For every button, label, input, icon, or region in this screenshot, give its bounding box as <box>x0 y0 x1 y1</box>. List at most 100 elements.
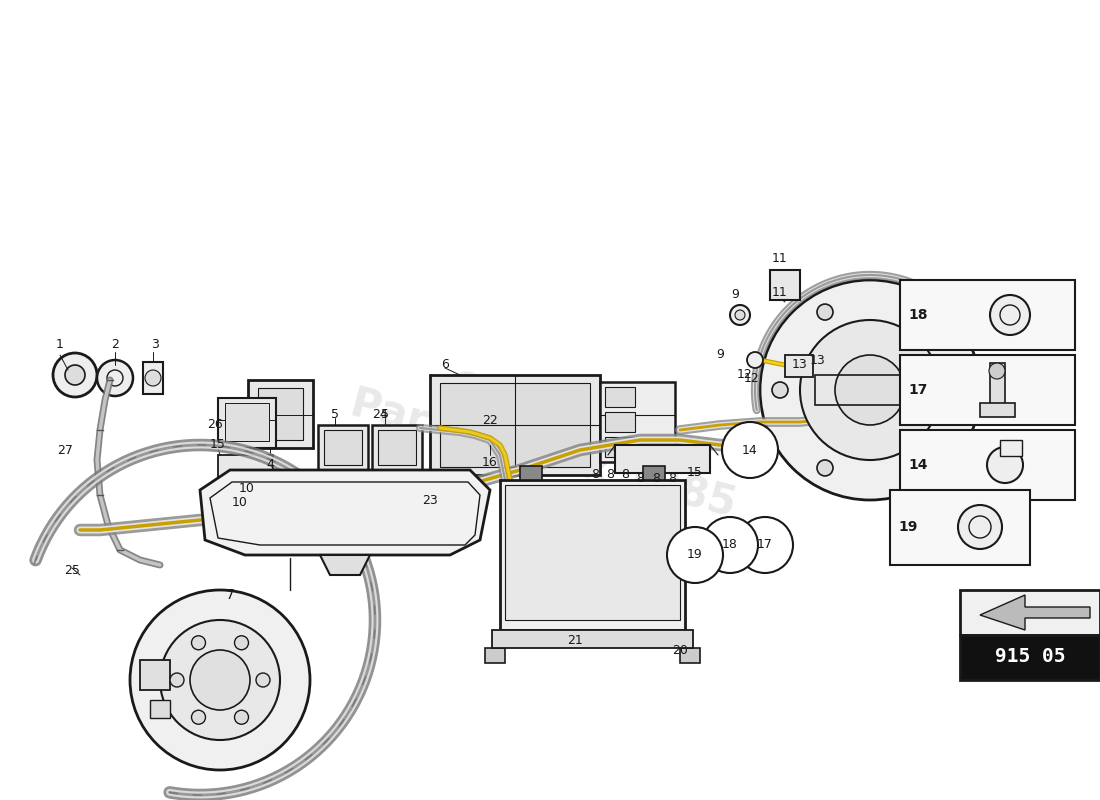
Text: 8: 8 <box>606 469 614 482</box>
Text: 18: 18 <box>909 308 927 322</box>
Circle shape <box>760 280 980 500</box>
Bar <box>900 355 1075 425</box>
Circle shape <box>735 310 745 320</box>
Circle shape <box>170 673 184 687</box>
Polygon shape <box>980 595 1090 630</box>
Circle shape <box>747 352 763 368</box>
Bar <box>218 455 273 477</box>
Bar <box>815 375 925 405</box>
Circle shape <box>53 353 97 397</box>
Bar <box>505 485 680 620</box>
Text: 22: 22 <box>482 414 498 426</box>
Bar <box>218 435 273 447</box>
Text: 6: 6 <box>441 358 449 371</box>
Bar <box>680 648 700 663</box>
Bar <box>1000 440 1022 456</box>
Text: 17: 17 <box>757 538 773 551</box>
Circle shape <box>65 365 85 385</box>
Circle shape <box>730 305 750 325</box>
Bar <box>520 466 542 480</box>
Bar <box>140 660 170 690</box>
Text: 2: 2 <box>111 338 119 351</box>
Bar <box>143 362 163 394</box>
Circle shape <box>958 505 1002 549</box>
Circle shape <box>817 304 833 320</box>
Text: 15: 15 <box>210 438 225 451</box>
Bar <box>960 590 1100 635</box>
Circle shape <box>722 422 778 478</box>
Text: 10: 10 <box>239 482 255 494</box>
Circle shape <box>800 320 940 460</box>
Text: 11: 11 <box>772 286 788 298</box>
Circle shape <box>987 447 1023 483</box>
Text: 8: 8 <box>621 469 629 482</box>
Circle shape <box>908 304 923 320</box>
Text: 7: 7 <box>226 588 234 602</box>
Bar <box>960 635 1100 680</box>
Bar <box>605 387 635 407</box>
Polygon shape <box>320 555 370 575</box>
Text: 3: 3 <box>151 338 158 351</box>
Text: 14: 14 <box>909 458 927 472</box>
Bar <box>318 425 368 470</box>
Bar <box>890 490 1030 565</box>
Circle shape <box>97 360 133 396</box>
Circle shape <box>952 382 968 398</box>
Polygon shape <box>200 470 490 555</box>
Text: 4: 4 <box>266 458 274 471</box>
Bar <box>900 430 1075 500</box>
Text: 10: 10 <box>232 495 248 509</box>
Bar <box>605 412 635 432</box>
Circle shape <box>191 710 206 724</box>
Circle shape <box>702 517 758 573</box>
Text: 27: 27 <box>57 443 73 457</box>
Circle shape <box>908 460 923 476</box>
Bar <box>644 466 666 480</box>
Bar <box>226 403 270 441</box>
Text: 11: 11 <box>772 251 788 265</box>
Circle shape <box>835 355 905 425</box>
Text: 8: 8 <box>652 471 660 485</box>
Bar <box>600 382 675 462</box>
Bar <box>492 630 693 648</box>
Text: 5: 5 <box>381 409 389 422</box>
Text: 9: 9 <box>732 289 739 302</box>
Bar <box>990 363 1005 413</box>
Bar <box>770 270 800 300</box>
Text: 17: 17 <box>909 383 927 397</box>
Circle shape <box>990 295 1030 335</box>
Text: 26: 26 <box>207 418 223 431</box>
Text: 19: 19 <box>688 549 703 562</box>
Text: 21: 21 <box>568 634 583 646</box>
Text: 12: 12 <box>737 369 752 382</box>
Text: 13: 13 <box>810 354 826 366</box>
Text: 18: 18 <box>722 538 738 551</box>
Circle shape <box>667 527 723 583</box>
Text: 5: 5 <box>331 409 339 422</box>
Text: 915 05: 915 05 <box>994 647 1065 666</box>
Bar <box>485 648 505 663</box>
Text: 8: 8 <box>668 471 676 485</box>
Circle shape <box>256 673 270 687</box>
Text: 8: 8 <box>636 471 644 485</box>
Circle shape <box>190 650 250 710</box>
Bar <box>372 425 422 470</box>
Text: 1: 1 <box>56 338 64 351</box>
Circle shape <box>817 460 833 476</box>
Circle shape <box>737 517 793 573</box>
Text: countach
Parts Index 1985: countach Parts Index 1985 <box>346 334 754 526</box>
Text: 25: 25 <box>64 563 80 577</box>
Bar <box>615 445 710 473</box>
Circle shape <box>989 363 1005 379</box>
Bar <box>324 430 362 465</box>
Bar <box>430 375 600 475</box>
Circle shape <box>130 590 310 770</box>
Text: 16: 16 <box>482 455 498 469</box>
Text: 14: 14 <box>742 443 758 457</box>
Bar <box>258 388 303 440</box>
Bar <box>218 398 276 448</box>
Circle shape <box>234 710 249 724</box>
Text: 20: 20 <box>672 643 688 657</box>
Bar <box>378 430 416 465</box>
Bar <box>500 480 685 630</box>
